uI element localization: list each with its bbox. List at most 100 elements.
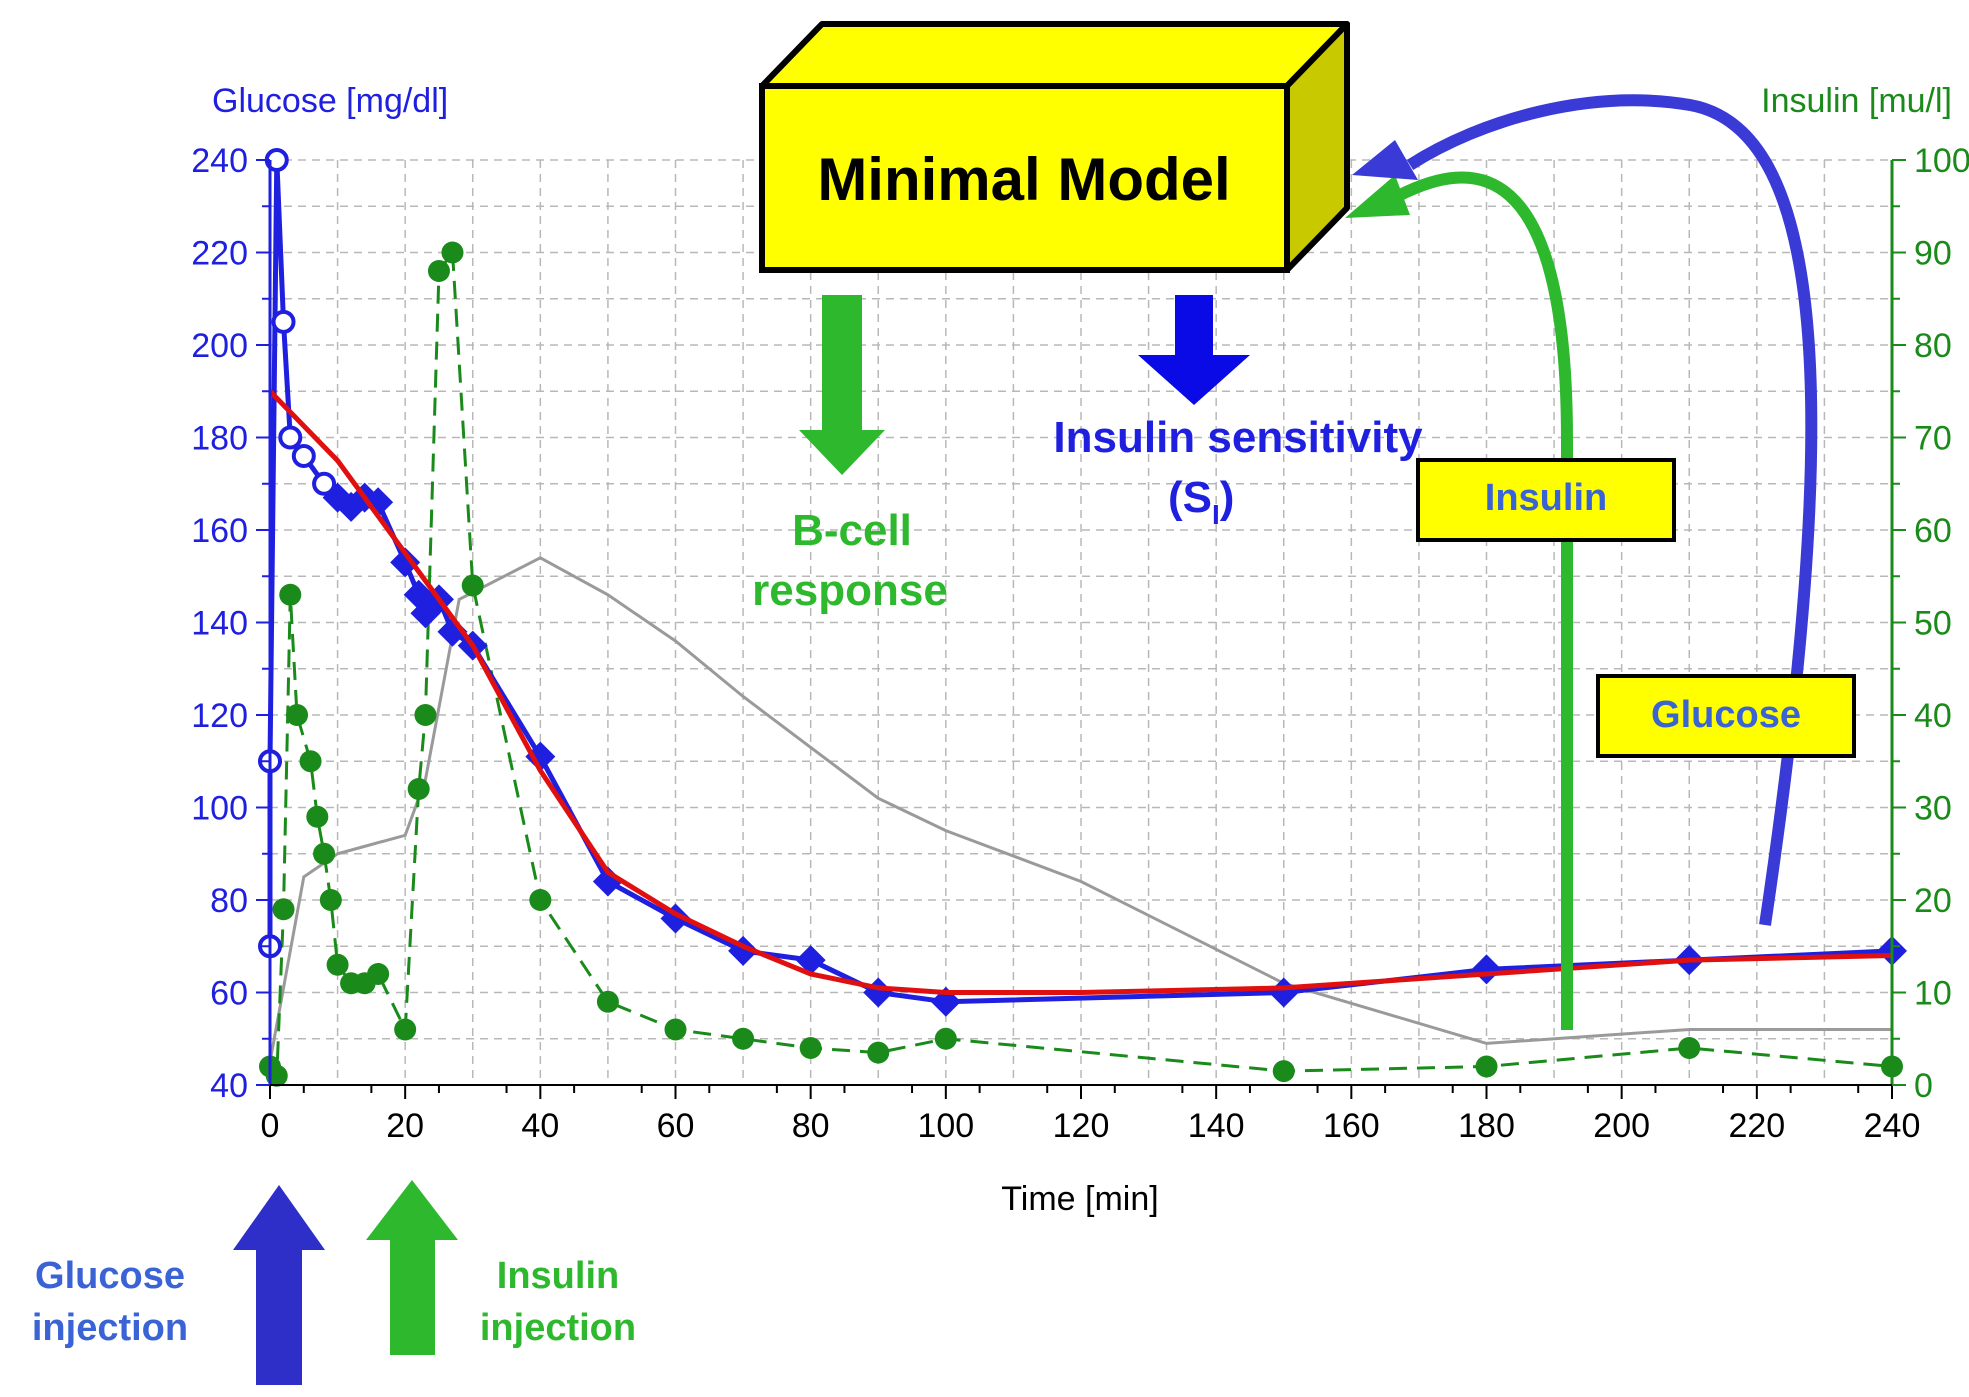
y-right-tick-label: 40	[1914, 697, 1952, 735]
insulin-feedback-arrow	[1397, 171, 1573, 1030]
x-tick-label: 140	[1188, 1107, 1245, 1145]
grid	[270, 159, 1892, 1085]
insulin-injection-label-line2: injection	[480, 1307, 636, 1349]
insulin-box-label: Insulin	[1485, 477, 1607, 519]
sensitivity-symbol-sub: I	[1212, 499, 1220, 530]
insulin-point	[799, 1037, 822, 1059]
glucose-point	[795, 945, 826, 976]
insulin-point	[664, 1018, 687, 1041]
right-axis-title: Insulin [mu/l]	[1761, 82, 1952, 120]
y-left-tick-label: 80	[210, 882, 248, 920]
y-right-tick-label: 10	[1914, 975, 1952, 1013]
insulin-point	[299, 750, 322, 773]
insulin-point	[407, 778, 430, 800]
insulin-point	[461, 574, 484, 597]
insulin-point	[427, 260, 450, 282]
sensitivity-label: Insulin sensitivity	[1053, 413, 1423, 462]
y-right-tick-label: 60	[1914, 512, 1952, 550]
glucose-box	[1596, 674, 1856, 758]
glucose-point	[291, 444, 316, 468]
glucose-feedback-arrow	[1406, 94, 1818, 926]
x-tick-label: 120	[1053, 1107, 1110, 1145]
insulin-point	[306, 805, 329, 828]
glucose-point	[525, 741, 556, 772]
insulin-point	[1272, 1060, 1295, 1083]
glucose-point	[1471, 954, 1502, 985]
insulin-point	[279, 583, 302, 606]
x-tick-label: 180	[1458, 1107, 1515, 1145]
bcell-label-line2: response	[752, 566, 948, 615]
insulin-point	[732, 1027, 755, 1050]
sensitivity-arrow	[1138, 295, 1250, 405]
insulin-point	[319, 889, 342, 911]
insulin-point	[529, 889, 552, 911]
sensitivity-symbol-close: )	[1220, 473, 1235, 522]
insulin-point	[441, 241, 464, 264]
y-left-tick-label: 160	[191, 512, 248, 550]
insulin-point	[286, 704, 309, 726]
y-right-tick-label: 50	[1914, 605, 1952, 643]
insulin-point	[1678, 1037, 1701, 1059]
insulin-point	[367, 963, 390, 985]
left-axis-title: Glucose [mg/dl]	[212, 82, 448, 120]
glucose-point	[278, 425, 303, 450]
minimal-model-box: Minimal Model	[759, 21, 1350, 273]
glucose-fit-line	[268, 389, 1893, 995]
y-right-tick-label: 0	[1914, 1067, 1933, 1105]
y-left-tick-label: 120	[191, 697, 248, 735]
glucose-injection-label-line1: Glucose	[35, 1255, 185, 1297]
minimal-model-title: Minimal Model	[817, 146, 1230, 213]
y-left-tick-label: 220	[191, 235, 248, 273]
insulin-point	[867, 1041, 890, 1064]
glucose-injection-arrow	[233, 1185, 325, 1385]
y-right-tick-label: 80	[1914, 327, 1952, 365]
y-right-tick-label: 30	[1914, 790, 1952, 828]
glucose-point	[863, 977, 894, 1008]
y-left-tick-label: 100	[191, 790, 248, 828]
x-tick-label: 40	[521, 1107, 559, 1145]
y-right-tick-label: 20	[1914, 882, 1952, 920]
y-right-tick-label: 90	[1914, 235, 1952, 273]
glucose-point	[271, 309, 296, 334]
y-left-tick-label: 180	[191, 420, 248, 458]
insulin-point	[272, 898, 295, 921]
x-tick-label: 0	[261, 1107, 280, 1145]
x-tick-label: 20	[386, 1107, 424, 1145]
x-tick-label: 220	[1728, 1107, 1785, 1145]
x-tick-label: 80	[792, 1107, 830, 1145]
y-left-tick-label: 140	[191, 605, 248, 643]
sensitivity-symbol: (SI)	[1168, 473, 1234, 530]
y-left-tick-label: 240	[191, 142, 248, 180]
insulin-point	[414, 704, 437, 726]
insulin-point	[1475, 1055, 1498, 1078]
y-left-tick-label: 200	[191, 327, 248, 365]
x-axis-title: Time [min]	[1001, 1180, 1158, 1218]
glucose-injection-label-line2: injection	[32, 1307, 188, 1349]
glucose-point	[1268, 977, 1299, 1008]
x-tick-label: 160	[1323, 1107, 1380, 1145]
insulin-point	[394, 1018, 417, 1041]
x-tick-label: 200	[1593, 1107, 1650, 1145]
sensitivity-symbol-main: (S	[1168, 473, 1212, 522]
y-right-tick-label: 100	[1914, 142, 1969, 180]
insulin-point	[313, 842, 336, 865]
insulin-feedback-arrowhead	[1345, 175, 1410, 218]
y-right-tick-label: 70	[1914, 420, 1952, 458]
glucose-feedback-arrowhead	[1352, 140, 1418, 180]
glucose-point	[390, 547, 421, 578]
glucose-box-label: Glucose	[1651, 694, 1801, 736]
glucose-point	[312, 471, 337, 496]
bcell-arrow	[799, 295, 885, 475]
bcell-label-line1: B-cell	[792, 506, 912, 555]
x-tick-label: 240	[1864, 1107, 1921, 1145]
series-layer	[258, 148, 1907, 1087]
insulin-box	[1416, 458, 1676, 542]
y-left-tick-label: 60	[210, 975, 248, 1013]
x-tick-label: 60	[657, 1107, 695, 1145]
insulin-point	[326, 953, 349, 976]
ticks: 0 20 40 60 80 100 120 140 160 180 200 220 2404060801…	[191, 142, 1969, 1145]
x-tick-label: 100	[917, 1107, 974, 1145]
insulin-point	[934, 1027, 957, 1050]
